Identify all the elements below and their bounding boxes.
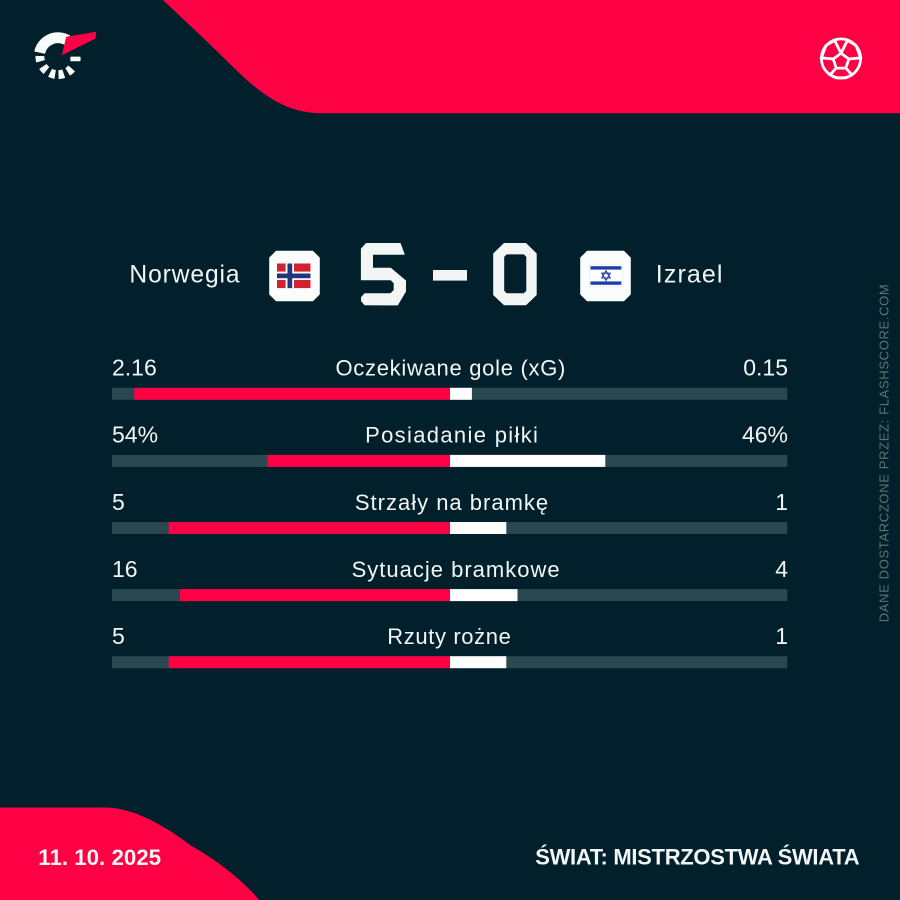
svg-text:16: 16 — [112, 556, 138, 582]
svg-text:1: 1 — [775, 489, 788, 515]
svg-text:2.16: 2.16 — [112, 355, 157, 381]
svg-text:Sytuacje bramkowe: Sytuacje bramkowe — [352, 557, 561, 582]
svg-text:Izrael: Izrael — [656, 260, 724, 288]
svg-text:5: 5 — [112, 489, 125, 515]
svg-text:Oczekiwane gole (xG): Oczekiwane gole (xG) — [335, 356, 566, 381]
svg-text:0.15: 0.15 — [743, 355, 788, 381]
svg-text:Strzały na bramkę: Strzały na bramkę — [355, 490, 549, 515]
svg-text:11. 10. 2025: 11. 10. 2025 — [38, 845, 161, 870]
svg-text:Rzuty rożne: Rzuty rożne — [387, 624, 511, 649]
svg-text:1: 1 — [775, 623, 788, 649]
svg-text:5: 5 — [112, 623, 125, 649]
svg-text:4: 4 — [775, 556, 788, 582]
svg-text:DANE DOSTARCZONE PRZEZ: FLASHS: DANE DOSTARCZONE PRZEZ: FLASHSCORE.COM — [877, 284, 892, 623]
svg-text:46%: 46% — [742, 422, 788, 448]
svg-text:Norwegia: Norwegia — [129, 261, 240, 288]
svg-text:ŚWIAT: MISTRZOSTWA ŚWIATA: ŚWIAT: MISTRZOSTWA ŚWIATA — [535, 845, 859, 870]
svg-text:54%: 54% — [112, 422, 158, 448]
svg-text:Posiadanie piłki: Posiadanie piłki — [365, 423, 539, 448]
